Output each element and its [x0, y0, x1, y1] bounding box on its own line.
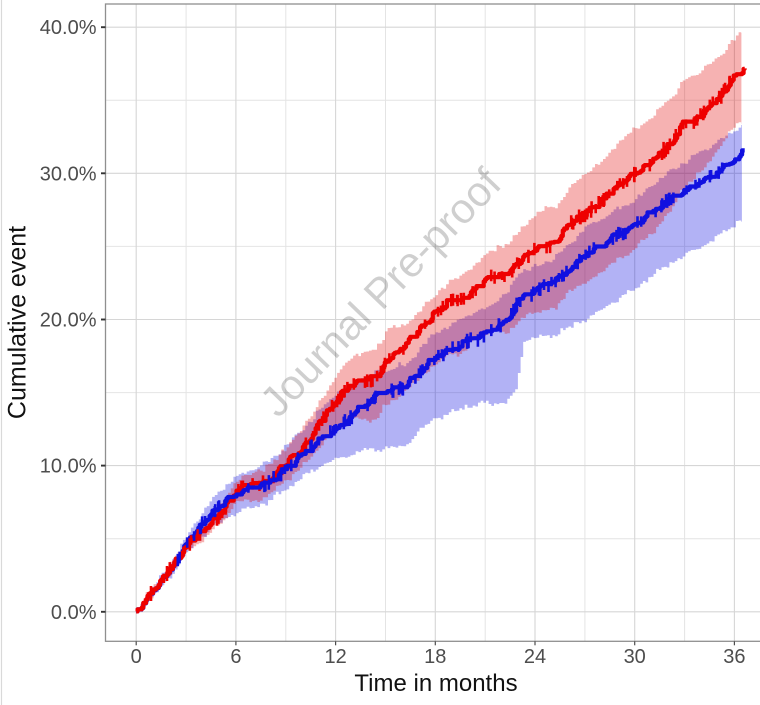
svg-text:0: 0 [131, 646, 142, 668]
svg-text:Time in months: Time in months [354, 670, 517, 697]
svg-text:30: 30 [624, 646, 646, 668]
svg-text:24: 24 [524, 646, 546, 668]
svg-text:40.0%: 40.0% [40, 17, 97, 39]
svg-text:20.0%: 20.0% [40, 310, 97, 332]
svg-text:10.0%: 10.0% [40, 456, 97, 478]
svg-text:30.0%: 30.0% [40, 163, 97, 185]
svg-text:18: 18 [424, 646, 446, 668]
svg-text:6: 6 [230, 646, 241, 668]
svg-text:0.0%: 0.0% [51, 602, 97, 624]
svg-text:12: 12 [324, 646, 346, 668]
svg-text:36: 36 [723, 646, 745, 668]
svg-text:Cumulative event: Cumulative event [4, 226, 32, 419]
